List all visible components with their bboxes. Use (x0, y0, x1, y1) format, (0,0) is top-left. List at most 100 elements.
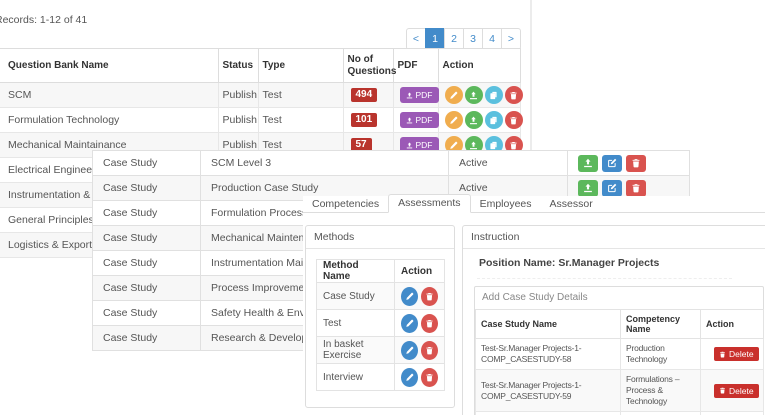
column-header-status: Status (218, 48, 259, 83)
pencil-icon (449, 116, 458, 125)
copy-button[interactable] (484, 136, 503, 154)
pdf-button-label: PDF (415, 140, 433, 150)
trash-icon (509, 141, 518, 150)
trash-icon (425, 346, 434, 355)
column-header-action: Action (700, 309, 764, 339)
method-row: In basket Exercise (316, 336, 445, 364)
pencil-icon (449, 141, 458, 150)
tab-assessments[interactable]: Assessments (388, 194, 471, 213)
pagination: < 1 2 3 4 > (406, 28, 521, 50)
delete-button[interactable] (421, 340, 438, 360)
divider (477, 278, 732, 279)
edit-button[interactable] (401, 313, 418, 333)
upload-icon (469, 141, 478, 150)
status-cell: Active (448, 150, 568, 176)
delete-button[interactable] (421, 286, 438, 306)
delete-button[interactable] (504, 86, 523, 104)
table-row: SCM Publish Test 494 PDF (0, 82, 523, 108)
pagination-page-3[interactable]: 3 (463, 28, 483, 50)
method-name-cell: Test (316, 309, 395, 337)
column-header-no-of-questions: No of Questions (343, 48, 396, 83)
methods-panel: Methods Method Name Action Case Study (305, 225, 455, 408)
type-cell: Test (258, 107, 344, 133)
tab-assessor[interactable]: Assessor (549, 198, 593, 210)
question-count-badge: 494 (350, 88, 378, 102)
instruction-panel-title: Instruction (463, 226, 765, 249)
case-study-details-box: Add Case Study Details Case Study Name C… (474, 286, 764, 415)
question-bank-name-cell: Formulation Technology (0, 107, 219, 133)
pencil-icon (405, 346, 414, 355)
upload-button[interactable] (578, 179, 598, 197)
delete-button[interactable] (626, 154, 646, 172)
status-cell: Publish (218, 107, 259, 133)
question-bank-name-cell: SCM (0, 82, 219, 108)
trash-icon (719, 387, 726, 394)
pdf-download-button[interactable]: PDF (399, 87, 439, 103)
question-count-badge: 101 (350, 113, 378, 127)
copy-button[interactable] (484, 86, 503, 104)
upload-button[interactable] (464, 136, 483, 154)
details-row: Test-Sr.Manager Projects-1-COMP_CASESTUD… (475, 411, 764, 415)
table-row: Formulation Technology Publish Test 101 … (0, 107, 523, 133)
upload-icon (406, 92, 413, 99)
methods-table: Method Name Action Case Study Test (316, 259, 445, 391)
pencil-icon (405, 319, 414, 328)
edit-button[interactable] (444, 136, 463, 154)
vertical-divider (530, 0, 532, 152)
pagination-next-button[interactable]: > (501, 28, 521, 50)
edit-button[interactable] (444, 86, 463, 104)
tab-competencies[interactable]: Competencies (312, 198, 380, 210)
delete-button[interactable] (504, 136, 523, 154)
copy-button[interactable] (484, 111, 503, 129)
competency-name-cell: Instrumentation & Controls (620, 411, 701, 415)
delete-button[interactable] (626, 179, 646, 197)
delete-button[interactable] (421, 313, 438, 333)
case-study-row: Case Study SCM Level 3 Active (92, 150, 690, 176)
delete-button[interactable] (504, 111, 523, 129)
instruction-panel: Instruction Position Name: Sr.Manager Pr… (462, 225, 765, 415)
upload-icon (406, 117, 413, 124)
edit-button[interactable] (401, 367, 418, 387)
status-cell: Publish (218, 82, 259, 108)
method-cell: Case Study (92, 300, 201, 326)
pagination-page-4[interactable]: 4 (482, 28, 502, 50)
pagination-prev-button[interactable]: < (406, 28, 426, 50)
edit-button[interactable] (444, 111, 463, 129)
column-header-case-study-name: Case Study Name (475, 309, 621, 339)
edit-square-icon (607, 158, 617, 168)
column-header-question-bank-name: Question Bank Name (0, 48, 219, 83)
question-count-badge: 57 (350, 138, 372, 152)
pagination-page-1[interactable]: 1 (425, 28, 445, 50)
copy-icon (489, 91, 498, 100)
edit-button[interactable] (401, 340, 418, 360)
delete-button[interactable] (421, 367, 438, 387)
column-header-competency-name: Competency Name (620, 309, 701, 339)
competency-name-cell: Formulations – Process & Technology (620, 369, 701, 412)
trash-icon (509, 91, 518, 100)
pagination-page-2[interactable]: 2 (444, 28, 464, 50)
case-study-name-cell: Test-Sr.Manager Projects-1-COMP_CASESTUD… (475, 411, 621, 415)
upload-icon (583, 158, 593, 168)
upload-button[interactable] (578, 154, 598, 172)
trash-icon (719, 351, 726, 358)
upload-icon (583, 183, 593, 193)
delete-button[interactable]: Delete (714, 383, 759, 398)
delete-button-label: Delete (729, 349, 754, 359)
column-header-action: Action (394, 259, 445, 283)
column-header-type: Type (258, 48, 344, 83)
pdf-download-button[interactable]: PDF (399, 112, 439, 128)
delete-button[interactable]: Delete (714, 347, 759, 361)
trash-icon (509, 116, 518, 125)
upload-button[interactable] (464, 111, 483, 129)
edit-button[interactable] (401, 286, 418, 306)
edit-square-icon (607, 183, 617, 193)
method-cell: Case Study (92, 200, 201, 226)
edit-button[interactable] (602, 154, 622, 172)
records-count-label: Records: 1-12 of 41 (0, 14, 88, 26)
tab-employees[interactable]: Employees (479, 198, 532, 210)
upload-button[interactable] (464, 86, 483, 104)
edit-button[interactable] (602, 179, 622, 197)
pdf-download-button[interactable]: PDF (399, 137, 439, 153)
details-box-title: Add Case Study Details (482, 292, 588, 303)
